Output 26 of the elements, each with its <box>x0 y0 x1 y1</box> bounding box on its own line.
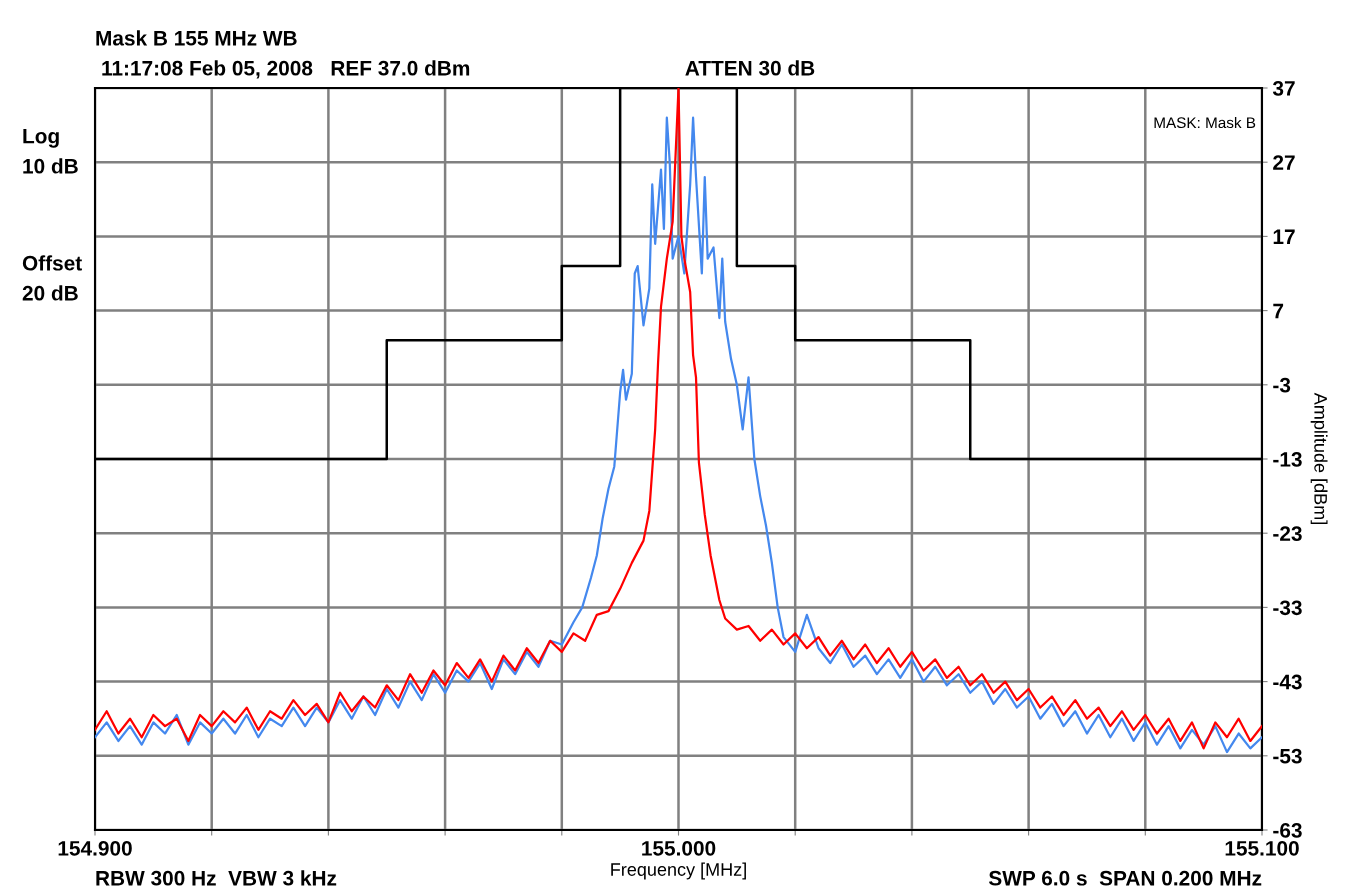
y-axis-title: Amplitude [dBm] <box>1310 392 1328 524</box>
annotation: MASK: Mask B <box>1154 116 1256 129</box>
y-tick-label: 27 <box>1273 155 1295 170</box>
y-tick-label: 17 <box>1273 229 1295 244</box>
y-tick-label: -53 <box>1273 748 1302 764</box>
y-tick-label: 7 <box>1273 303 1284 319</box>
text: 10 dB <box>23 158 78 174</box>
y-tick-label: -33 <box>1273 600 1302 616</box>
text: Offset <box>22 255 82 271</box>
x-tick-label: 154.900 <box>58 840 132 856</box>
text: 20 dB <box>22 285 78 301</box>
y-tick-label: -23 <box>1273 526 1302 541</box>
y-tick-label: 37 <box>1272 81 1295 96</box>
text: SWP 6.0 s SPAN 0.200 MHz <box>988 870 1262 886</box>
y-tick-label: -43 <box>1273 674 1302 690</box>
y-tick-label: -63 <box>1273 823 1302 838</box>
y-tick-label: -13 <box>1273 452 1302 467</box>
x-tick-label: 155.000 <box>642 840 716 856</box>
x-tick-label: 155.100 <box>1225 840 1299 856</box>
text: RBW 300 Hz VBW 3 kHz <box>96 870 337 886</box>
x-axis-title: Frequency [MHz] <box>611 862 746 880</box>
text: Log <box>23 128 59 148</box>
text: ATTEN 30 dB <box>685 60 815 76</box>
chart-subtitle: 11:17:08 Feb 05, 2008 REF 37.0 dBm <box>102 60 470 79</box>
chart-title: Mask B 155 MHz WB <box>96 30 297 46</box>
y-tick-label: -3 <box>1273 377 1291 393</box>
